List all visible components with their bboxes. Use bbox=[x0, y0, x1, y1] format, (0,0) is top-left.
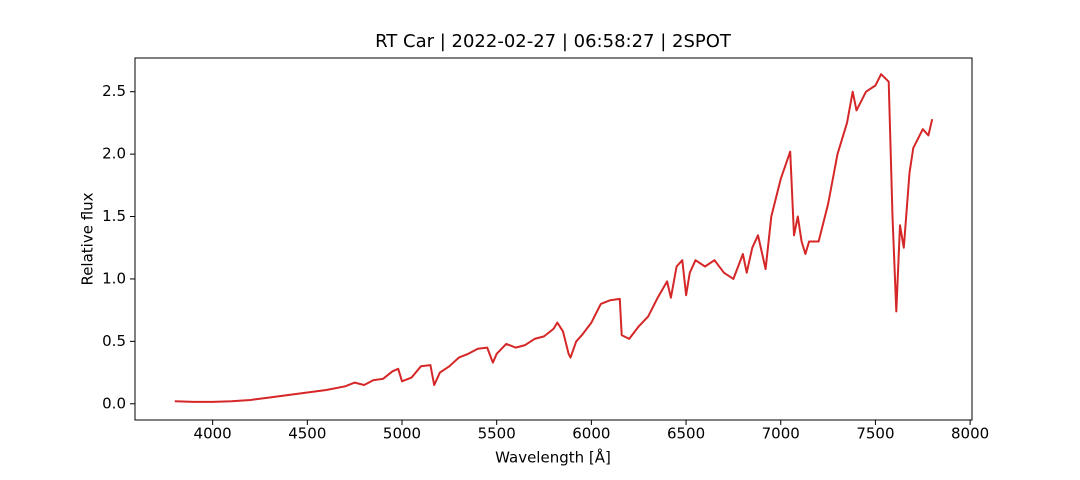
y-tick-label: 0.0 bbox=[102, 394, 126, 412]
x-tick-label: 6500 bbox=[667, 425, 705, 443]
spectrum-line bbox=[174, 73, 934, 403]
y-axis-label: Relative flux bbox=[79, 192, 97, 285]
y-tick-label: 1.0 bbox=[102, 269, 126, 287]
x-tick-label: 8000 bbox=[951, 425, 989, 443]
x-tick-label: 6000 bbox=[572, 425, 610, 443]
y-tick-label: 2.5 bbox=[102, 82, 126, 100]
x-tick-label: 7500 bbox=[856, 425, 894, 443]
x-axis-label: Wavelength [Å] bbox=[495, 448, 611, 467]
y-tick-label: 0.5 bbox=[102, 332, 126, 350]
x-tick-label: 4500 bbox=[288, 425, 326, 443]
x-tick-label: 7000 bbox=[762, 425, 800, 443]
x-tick-label: 5500 bbox=[478, 425, 516, 443]
chart-title: RT Car | 2022-02-27 | 06:58:27 | 2SPOT bbox=[375, 31, 732, 52]
x-tick-label: 5000 bbox=[383, 425, 421, 443]
y-tick-label: 2.0 bbox=[102, 145, 126, 163]
plot-frame bbox=[134, 57, 973, 421]
y-tick-label: 1.5 bbox=[102, 207, 126, 225]
x-tick-label: 4000 bbox=[194, 425, 232, 443]
